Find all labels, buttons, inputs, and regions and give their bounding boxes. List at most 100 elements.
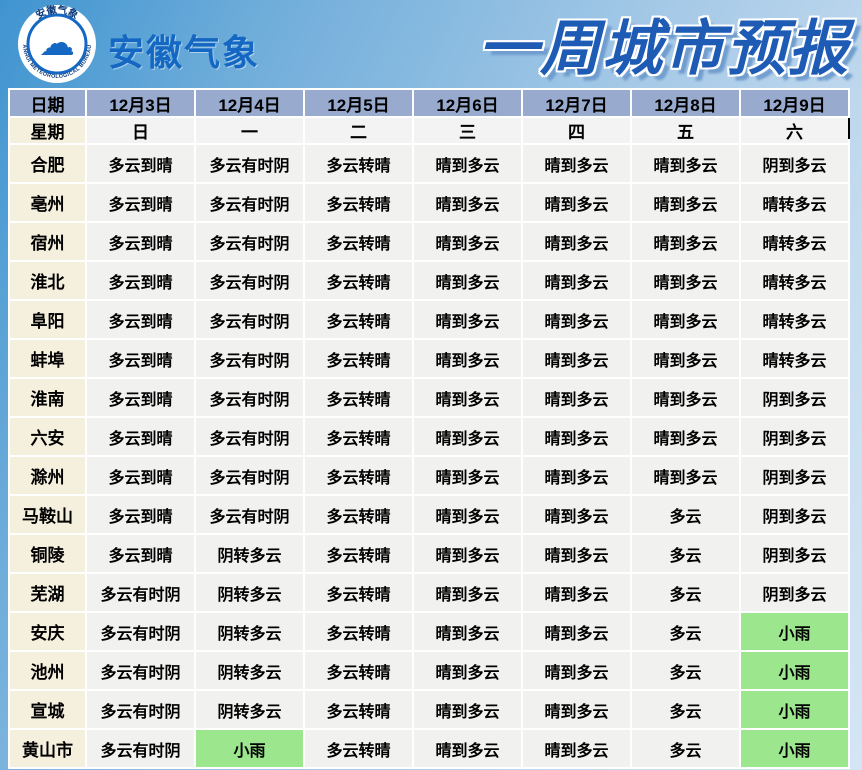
forecast-cell: 多云转晴 [305, 574, 412, 611]
logo-cloud-icon: ☁ [39, 23, 75, 64]
table-row: 池州 多云有时阴 阴转多云 多云转晴 晴到多云 晴到多云 多云 小雨 [10, 652, 848, 689]
week-header-cell: 四 [523, 118, 630, 143]
banner: ☁ 安徽气象 ANHUI METEOROLOGICAL BUREAU 安徽气象 … [0, 0, 862, 88]
forecast-cell: 多云有时阴 [87, 691, 194, 728]
forecast-cell: 多云 [632, 652, 739, 689]
week-header-cell: 六 [741, 118, 848, 143]
forecast-cell: 晴转多云 [741, 184, 848, 221]
city-cell: 淮南 [10, 379, 85, 416]
forecast-cell: 晴到多云 [523, 535, 630, 572]
forecast-cell: 晴到多云 [414, 613, 521, 650]
city-cell: 淮北 [10, 262, 85, 299]
week-header-cell: 五 [632, 118, 739, 143]
forecast-cell: 晴到多云 [632, 262, 739, 299]
city-cell: 宿州 [10, 223, 85, 260]
forecast-cell: 晴到多云 [414, 145, 521, 182]
forecast-cell: 多云转晴 [305, 730, 412, 767]
forecast-cell: 多云有时阴 [196, 223, 303, 260]
forecast-cell: 多云有时阴 [196, 145, 303, 182]
forecast-cell: 多云到晴 [87, 223, 194, 260]
forecast-cell: 阴转多云 [196, 691, 303, 728]
forecast-cell: 多云转晴 [305, 340, 412, 377]
forecast-cell: 晴到多云 [632, 223, 739, 260]
forecast-cell: 多云有时阴 [196, 340, 303, 377]
forecast-cell: 晴转多云 [741, 340, 848, 377]
forecast-cell: 晴到多云 [414, 301, 521, 338]
forecast-cell: 阴到多云 [741, 145, 848, 182]
bureau-logo-icon: ☁ 安徽气象 ANHUI METEOROLOGICAL BUREAU [18, 5, 96, 83]
forecast-cell: 晴转多云 [741, 262, 848, 299]
table-row: 马鞍山 多云到晴 多云有时阴 多云转晴 晴到多云 晴到多云 多云 阴到多云 [10, 496, 848, 533]
forecast-cell: 小雨 [741, 652, 848, 689]
forecast-cell: 多云有时阴 [196, 379, 303, 416]
forecast-cell: 晴到多云 [414, 730, 521, 767]
forecast-cell: 晴到多云 [632, 301, 739, 338]
forecast-cell: 多云有时阴 [196, 262, 303, 299]
table-row: 亳州 多云到晴 多云有时阴 多云转晴 晴到多云 晴到多云 晴到多云 晴转多云 [10, 184, 848, 221]
forecast-cell: 阴到多云 [741, 535, 848, 572]
forecast-cell: 晴到多云 [523, 691, 630, 728]
forecast-cell: 晴到多云 [414, 418, 521, 455]
table-row: 合肥 多云到晴 多云有时阴 多云转晴 晴到多云 晴到多云 晴到多云 阴到多云 [10, 145, 848, 182]
forecast-cell: 多云到晴 [87, 535, 194, 572]
forecast-cell: 多云到晴 [87, 262, 194, 299]
city-cell: 马鞍山 [10, 496, 85, 533]
forecast-cell: 阴转多云 [196, 535, 303, 572]
forecast-cell: 多云转晴 [305, 652, 412, 689]
forecast-cell: 多云转晴 [305, 145, 412, 182]
forecast-cell: 晴到多云 [523, 184, 630, 221]
forecast-cell: 晴到多云 [414, 574, 521, 611]
date-header-cell: 12月4日 [196, 90, 303, 116]
forecast-cell: 多云转晴 [305, 418, 412, 455]
date-header-cell: 12月5日 [305, 90, 412, 116]
table-row: 黄山市 多云有时阴 小雨 多云转晴 晴到多云 晴到多云 多云 小雨 [10, 730, 848, 767]
forecast-cell: 多云到晴 [87, 145, 194, 182]
forecast-cell: 阴到多云 [741, 496, 848, 533]
forecast-cell: 多云到晴 [87, 301, 194, 338]
forecast-cell: 多云 [632, 691, 739, 728]
city-cell: 合肥 [10, 145, 85, 182]
forecast-cell: 晴到多云 [523, 652, 630, 689]
week-header-cell: 一 [196, 118, 303, 143]
forecast-cell: 阴到多云 [741, 418, 848, 455]
city-cell: 蚌埠 [10, 340, 85, 377]
forecast-cell: 晴到多云 [632, 379, 739, 416]
forecast-cell: 多云 [632, 730, 739, 767]
city-cell: 铜陵 [10, 535, 85, 572]
forecast-cell: 晴到多云 [523, 613, 630, 650]
forecast-cell: 阴转多云 [196, 652, 303, 689]
date-header-cell: 12月3日 [87, 90, 194, 116]
table-row: 淮北 多云到晴 多云有时阴 多云转晴 晴到多云 晴到多云 晴到多云 晴转多云 [10, 262, 848, 299]
forecast-cell: 多云转晴 [305, 223, 412, 260]
forecast-cell: 晴到多云 [523, 457, 630, 494]
forecast-cell: 晴到多云 [523, 574, 630, 611]
city-cell: 黄山市 [10, 730, 85, 767]
forecast-cell: 多云有时阴 [196, 184, 303, 221]
forecast-cell: 晴到多云 [414, 223, 521, 260]
city-cell: 安庆 [10, 613, 85, 650]
forecast-cell: 多云有时阴 [87, 652, 194, 689]
forecast-table: 日期 12月3日 12月4日 12月5日 12月6日 12月7日 12月8日 1… [8, 88, 850, 769]
forecast-cell: 多云到晴 [87, 340, 194, 377]
forecast-cell: 晴到多云 [414, 652, 521, 689]
forecast-cell: 多云 [632, 496, 739, 533]
forecast-cell: 晴到多云 [523, 730, 630, 767]
forecast-cell: 晴到多云 [523, 223, 630, 260]
forecast-cell: 晴到多云 [414, 691, 521, 728]
table-row: 铜陵 多云到晴 阴转多云 多云转晴 晴到多云 晴到多云 多云 阴到多云 [10, 535, 848, 572]
forecast-cell: 晴到多云 [523, 340, 630, 377]
week-header-cell: 日 [87, 118, 194, 143]
forecast-cell: 多云转晴 [305, 496, 412, 533]
table-row: 安庆 多云有时阴 阴转多云 多云转晴 晴到多云 晴到多云 多云 小雨 [10, 613, 848, 650]
forecast-cell: 晴到多云 [523, 418, 630, 455]
forecast-cell: 多云 [632, 535, 739, 572]
forecast-cell: 小雨 [741, 730, 848, 767]
forecast-cell: 多云有时阴 [87, 730, 194, 767]
forecast-cell: 多云有时阴 [196, 418, 303, 455]
forecast-rows: 合肥 多云到晴 多云有时阴 多云转晴 晴到多云 晴到多云 晴到多云 阴到多云 亳… [10, 145, 848, 767]
forecast-cell: 多云转晴 [305, 184, 412, 221]
cursor-artifact [848, 118, 850, 139]
forecast-cell: 多云到晴 [87, 496, 194, 533]
forecast-cell: 晴到多云 [632, 340, 739, 377]
